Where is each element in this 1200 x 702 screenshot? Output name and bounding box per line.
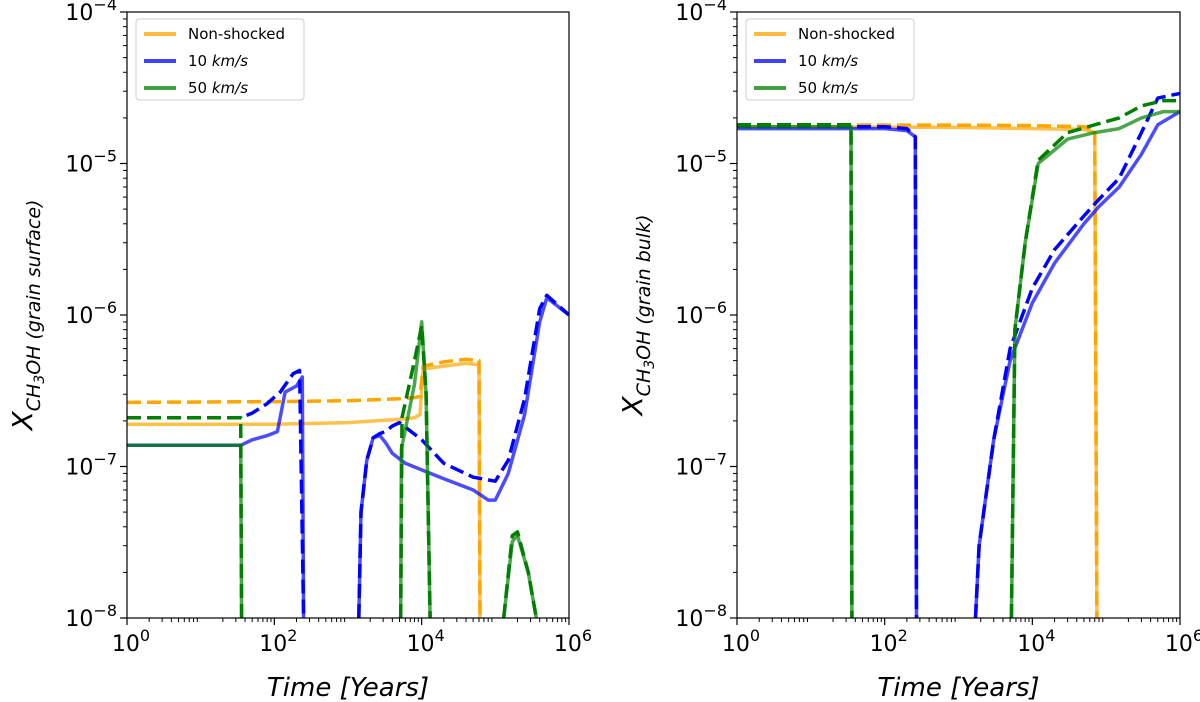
series-group — [127, 293, 569, 618]
series-line-50-km-s-solid — [737, 109, 1180, 618]
legend-label: Non-shocked — [798, 25, 895, 43]
x-tick-label: 102 — [870, 626, 908, 657]
y-tick-label: 10−7 — [65, 450, 117, 481]
series-line-50-km-s-solid — [127, 320, 539, 618]
legend-box — [135, 18, 305, 101]
legend-label: 10 km/s — [798, 52, 858, 70]
x-tick-label: 106 — [554, 626, 592, 657]
chart-panel-right: 100 102 104 106 10−8 10−7 10−6 10−5 10−4 Time [Ye… — [616, 0, 1200, 702]
x-tick-label: 104 — [407, 626, 445, 657]
series-line-10-km-s-dashed — [127, 293, 569, 618]
series-line-non-shocked-solid — [127, 361, 482, 618]
series-group — [737, 91, 1180, 618]
legend-label: 50 km/s — [188, 79, 248, 97]
y-tick-label: 10−8 — [675, 601, 727, 632]
x-tick-label: 104 — [1017, 626, 1055, 657]
y-tick-label: 10−5 — [675, 147, 727, 178]
series-line-non-shocked-dashed — [737, 123, 1099, 618]
x-tick-label: 100 — [722, 626, 760, 657]
chart-panel-left: 100 102 104 106 10−8 10−7 10−6 10−5 10−4 Time [Ye… — [6, 0, 592, 702]
series-line-10-km-s-dashed — [737, 91, 1180, 618]
y-axis-label: XCH3OH(grain bulk) — [616, 214, 658, 417]
legend-label: 50 km/s — [798, 79, 858, 97]
plot-frame — [126, 11, 570, 619]
y-tick-label: 10−6 — [65, 298, 117, 329]
y-tick-label: 10−8 — [65, 601, 117, 632]
series-line-50-km-s-dashed — [737, 98, 1180, 618]
legend: Non-shocked 10 km/s 50 km/s — [135, 18, 305, 101]
x-tick-label: 100 — [112, 626, 150, 657]
y-axis-label: XCH3OH(grain surface) — [6, 200, 48, 433]
legend: Non-shocked 10 km/s 50 km/s — [745, 18, 915, 101]
series-line-10-km-s-solid — [737, 110, 1180, 618]
x-tick-label: 102 — [259, 626, 297, 657]
series-line-10-km-s-solid — [127, 295, 569, 618]
y-tick-label: 10−4 — [65, 0, 117, 26]
y-tick-label: 10−4 — [675, 0, 727, 26]
series-line-non-shocked-dashed — [127, 357, 482, 618]
x-axis-label: Time [Years] — [267, 673, 429, 702]
y-tick-label: 10−7 — [675, 450, 727, 481]
plot-frame — [736, 11, 1181, 619]
series-line-50-km-s-dashed — [127, 323, 539, 618]
y-tick-label: 10−6 — [675, 298, 727, 329]
legend-box — [745, 18, 915, 101]
legend-label: Non-shocked — [188, 25, 285, 43]
y-tick-label: 10−5 — [65, 147, 117, 178]
x-tick-label: 106 — [1165, 626, 1200, 657]
legend-label: 10 km/s — [188, 52, 248, 70]
x-axis-label: Time [Years] — [877, 673, 1039, 702]
